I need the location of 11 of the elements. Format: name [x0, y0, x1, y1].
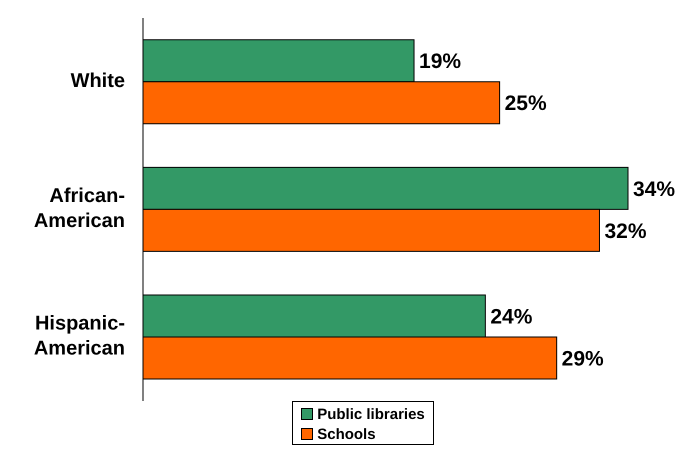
- data-label: 29%: [562, 347, 604, 370]
- legend-label: Public libraries: [317, 406, 425, 422]
- legend-label: Schools: [317, 426, 376, 442]
- data-label: 32%: [604, 220, 647, 243]
- data-label: 34%: [633, 178, 676, 201]
- data-label: 24%: [490, 305, 533, 328]
- y-tick-label: White: [70, 70, 125, 92]
- y-tick-label: Hispanic-American: [34, 312, 125, 360]
- y-tick-label: African-American: [34, 185, 125, 232]
- data-label: 25%: [504, 92, 547, 116]
- data-label: 19%: [419, 50, 462, 74]
